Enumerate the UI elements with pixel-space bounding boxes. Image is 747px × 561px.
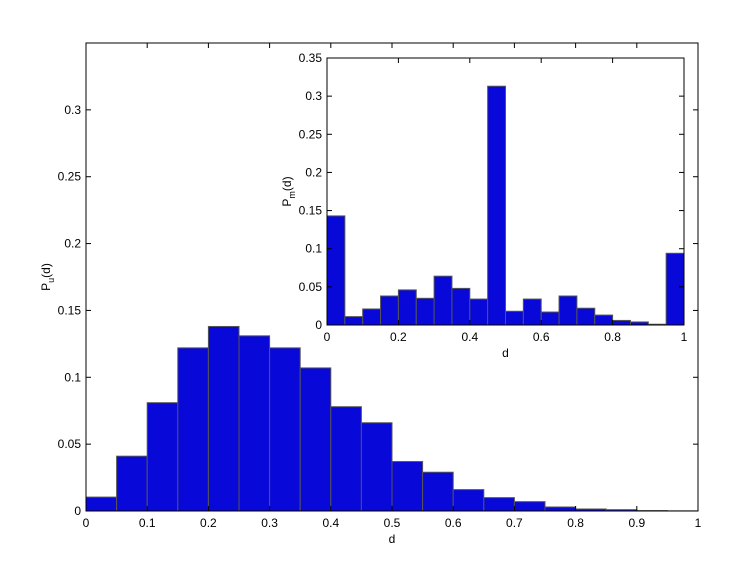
axes: 0 0.2 0.4 0.6 0.8 1 0 0.05 0.1 0.15 0.2 0.25 0.3 0.35… — [280, 51, 688, 360]
y-tick-label: 0.2 — [305, 165, 322, 179]
y-label-base: P — [39, 283, 53, 291]
bar — [146, 402, 179, 512]
x-tick-label: 0.5 — [384, 516, 401, 530]
bar — [422, 471, 454, 512]
bar — [415, 297, 435, 326]
bar — [452, 489, 485, 512]
bar — [576, 307, 596, 326]
bar — [85, 496, 118, 512]
x-tick-label: 0 — [324, 330, 331, 344]
bar — [433, 275, 453, 326]
bar — [522, 298, 542, 326]
x-tick-label: 0.6 — [533, 330, 550, 344]
x-tick-label: 0.9 — [628, 516, 645, 530]
bar — [558, 295, 578, 326]
y-tick-label: 0.25 — [58, 170, 82, 184]
x-axis-label: d — [502, 346, 509, 360]
bar — [330, 406, 362, 512]
y-tick-label: 0 — [74, 504, 81, 518]
bar — [344, 316, 364, 326]
bar — [487, 85, 506, 326]
y-tick-label: 0.05 — [58, 437, 82, 451]
bar — [469, 298, 489, 326]
bar — [177, 347, 209, 512]
bar — [299, 367, 332, 512]
x-tick-label: 0.1 — [139, 516, 156, 530]
bar — [269, 347, 301, 512]
y-label-base: P — [280, 199, 294, 207]
bar — [665, 252, 685, 326]
bar — [540, 311, 560, 326]
bar — [397, 289, 417, 326]
x-tick-label: 0.4 — [322, 516, 339, 530]
bar — [612, 319, 631, 326]
bar — [505, 310, 524, 326]
x-tick-label: 0.3 — [261, 516, 278, 530]
bar — [594, 314, 614, 326]
x-axis-label: d — [389, 532, 396, 546]
x-tick-label: 0.4 — [461, 330, 478, 344]
bar — [391, 461, 424, 512]
y-label-subscript: u — [46, 278, 56, 283]
y-tick-label: 0.05 — [299, 280, 323, 294]
y-tick-label: 0.15 — [299, 204, 323, 218]
bar — [513, 501, 546, 512]
bar — [483, 497, 515, 512]
x-tick-label: 0.2 — [200, 516, 217, 530]
bar — [380, 295, 399, 326]
x-tick-label: 0.7 — [506, 516, 523, 530]
y-label-suffix: (d) — [39, 263, 53, 278]
y-tick-label: 0.35 — [299, 51, 323, 65]
x-tick-label: 0.8 — [567, 516, 584, 530]
x-tick-label: 0.8 — [604, 330, 621, 344]
y-label-suffix: (d) — [280, 176, 294, 191]
bar — [360, 422, 393, 512]
y-axis-label: Pm(d) — [280, 176, 297, 206]
y-tick-label: 0 — [315, 318, 322, 332]
x-tick-label: 0 — [83, 516, 90, 530]
y-tick-label: 0.1 — [64, 370, 81, 384]
bar — [326, 215, 346, 326]
bar — [238, 335, 271, 512]
bar — [451, 287, 471, 326]
y-label-subscript: m — [287, 191, 297, 199]
axes-frame — [326, 57, 685, 326]
bar — [544, 506, 577, 512]
y-tick-label: 0.3 — [64, 103, 81, 117]
bar — [116, 455, 148, 512]
y-tick-label: 0.2 — [64, 237, 81, 251]
y-axis-label: Pu(d) — [39, 263, 56, 291]
x-tick-label: 1 — [681, 330, 688, 344]
bar — [207, 325, 240, 512]
bar — [362, 308, 382, 326]
y-tick-label: 0.25 — [299, 127, 323, 141]
y-tick-label: 0.15 — [58, 303, 82, 317]
x-tick-label: 0.6 — [445, 516, 462, 530]
x-tick-label: 0.2 — [390, 330, 407, 344]
y-tick-label: 0.1 — [305, 242, 322, 256]
x-tick-label: 1 — [695, 516, 702, 530]
y-tick-label: 0.3 — [305, 89, 322, 103]
